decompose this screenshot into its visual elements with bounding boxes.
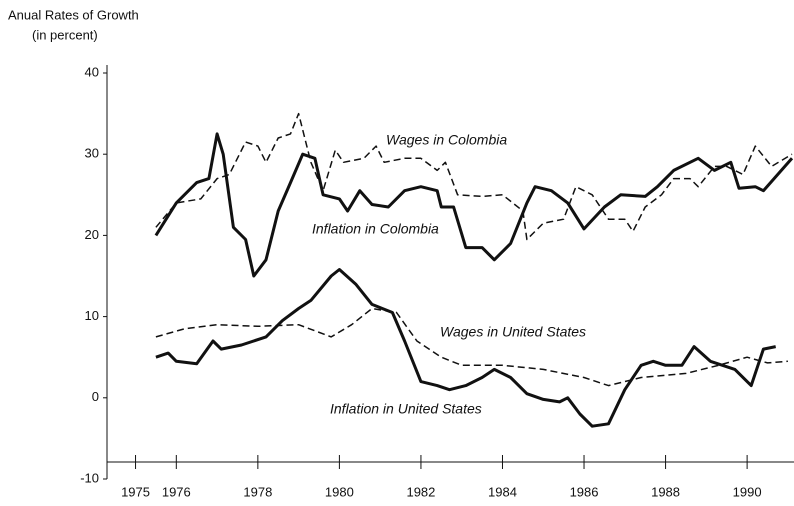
- chart-title: Anual Rates of Growth: [8, 7, 139, 22]
- y-tick-label: 20: [85, 227, 99, 242]
- y-tick-label: 10: [85, 308, 99, 323]
- x-tick-label: 1990: [733, 484, 762, 499]
- series-label: Wages in United States: [440, 324, 586, 340]
- x-tick-label: 1988: [651, 484, 680, 499]
- chart-subtitle: (in percent): [32, 27, 98, 42]
- x-tick-label: 1982: [406, 484, 435, 499]
- series-label: Inflation in United States: [330, 401, 482, 417]
- series-label: Wages in Colombia: [386, 132, 507, 148]
- x-tick-label: 1986: [570, 484, 599, 499]
- x-tick-label: 1984: [488, 484, 517, 499]
- line: [155, 112, 793, 241]
- y-tick-label: 40: [85, 64, 99, 79]
- y-tick-label: 30: [85, 146, 99, 161]
- x-tick-label: 1978: [243, 484, 272, 499]
- x-tick-label: 1980: [325, 484, 354, 499]
- y-tick-label: -10: [80, 470, 99, 485]
- line: [154, 132, 794, 278]
- series-label: Inflation in Colombia: [312, 221, 439, 237]
- y-tick-label: 0: [92, 389, 99, 404]
- x-tick-label: 1976: [162, 484, 191, 499]
- x-tick-label: 1975: [121, 484, 150, 499]
- line: [155, 268, 776, 428]
